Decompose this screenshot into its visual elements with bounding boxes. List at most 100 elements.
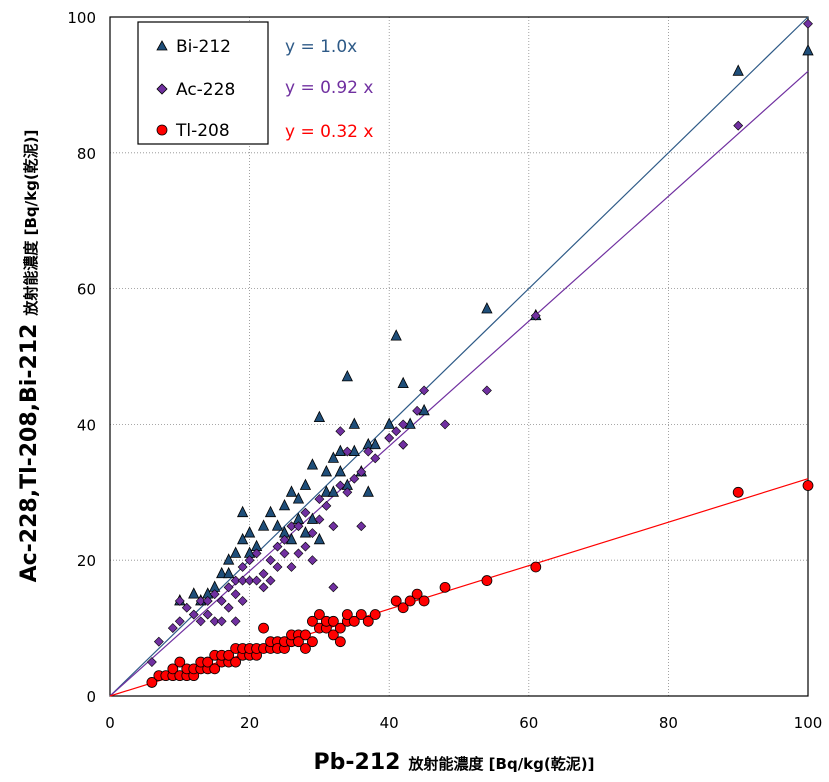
- point-bi212: [188, 587, 200, 599]
- point-tl208: [802, 480, 814, 491]
- point-ac228: [195, 616, 206, 627]
- point-bi212: [299, 526, 312, 538]
- legend-label-tl208: Tl-208: [175, 121, 230, 141]
- y-tick-label-60: 60: [77, 281, 96, 299]
- point-bi212: [313, 532, 326, 545]
- x-axis-title: Pb-212 放射能濃度 [Bq/kg(乾泥)]: [314, 750, 595, 775]
- point-tl208: [293, 636, 304, 648]
- point-tl208: [530, 561, 542, 573]
- y-tick-label-100: 100: [67, 9, 96, 27]
- point-ac228: [530, 310, 541, 321]
- x-tick-label-20: 20: [240, 714, 259, 732]
- equation-tl208: y = 0.32 x: [285, 122, 373, 142]
- legend-box: [137, 21, 269, 145]
- series-tl208: [146, 480, 814, 688]
- point-tl208: [404, 595, 416, 607]
- point-ac228: [398, 439, 409, 450]
- point-bi212: [369, 437, 381, 450]
- point-ac228: [258, 582, 269, 593]
- point-ac228: [349, 473, 360, 484]
- point-ac228: [335, 480, 346, 491]
- point-bi212: [264, 505, 277, 518]
- point-ac228: [209, 589, 220, 600]
- equation-bi212: y = 1.0x: [285, 37, 357, 57]
- point-ac228: [419, 385, 430, 396]
- point-ac228: [314, 514, 325, 525]
- point-tl208: [362, 615, 374, 627]
- point-ac228: [237, 562, 248, 572]
- point-ac228: [188, 609, 199, 620]
- point-tl208: [307, 615, 318, 627]
- point-ac228: [272, 562, 283, 572]
- point-ac228: [342, 446, 353, 457]
- point-tl208: [300, 643, 311, 654]
- point-ac228: [363, 446, 374, 457]
- point-tl208: [439, 581, 451, 593]
- point-bi212: [362, 485, 374, 497]
- x-tick-label-80: 80: [659, 714, 678, 732]
- point-bi212: [285, 532, 298, 545]
- point-bi212: [313, 410, 326, 423]
- point-tl208: [397, 602, 409, 614]
- point-tl208: [411, 588, 423, 600]
- y-axis-title: Ac-228,Tl-208,Bi-212 放射能濃度 [Bq/kg(乾泥)]: [17, 130, 42, 583]
- y-tick-label-20: 20: [77, 552, 96, 570]
- point-ac228: [174, 596, 185, 606]
- point-ac228: [300, 507, 311, 518]
- point-ac228: [307, 555, 318, 566]
- point-ac228: [342, 487, 353, 498]
- point-tl208: [334, 636, 346, 648]
- point-bi212: [320, 485, 333, 497]
- point-ac228: [307, 528, 318, 538]
- point-bi212: [271, 519, 284, 531]
- legend-label-bi212: Bi-212: [176, 37, 231, 57]
- x-tick-label-40: 40: [380, 714, 399, 732]
- x-axis-title-main: Pb-212: [314, 750, 401, 775]
- y-tick-label-80: 80: [77, 145, 96, 163]
- point-ac228: [216, 616, 227, 627]
- point-ac228: [230, 616, 241, 627]
- point-tl208: [230, 656, 242, 668]
- data-points: [146, 18, 814, 688]
- point-bi212: [334, 444, 346, 456]
- legend-marker-ac228: [156, 83, 168, 95]
- point-ac228: [195, 596, 206, 606]
- point-ac228: [335, 426, 346, 437]
- y-axis-title-main: Ac-228,Tl-208,Bi-212: [17, 324, 42, 583]
- point-ac228: [265, 575, 276, 586]
- point-ac228: [174, 616, 185, 627]
- point-tl208: [732, 486, 744, 498]
- plot-frame: [109, 16, 809, 697]
- point-ac228: [237, 575, 248, 586]
- x-tick-label-60: 60: [519, 714, 538, 732]
- point-tl208: [313, 609, 325, 620]
- point-ac228: [733, 120, 744, 131]
- series-ac228: [146, 18, 813, 667]
- legend-label-ac228: Ac-228: [176, 80, 235, 100]
- y-axis-title-unit: 放射能濃度 [Bq/kg(乾泥)]: [22, 130, 40, 317]
- point-ac228: [481, 385, 492, 396]
- point-bi212: [216, 566, 228, 579]
- point-bi212: [306, 458, 319, 470]
- point-ac228: [258, 568, 269, 579]
- point-tl208: [327, 615, 339, 627]
- point-ac228: [328, 582, 339, 593]
- point-ac228: [230, 575, 241, 586]
- point-ac228: [244, 555, 255, 566]
- point-ac228: [370, 453, 381, 464]
- trendline-ac228: [109, 70, 809, 697]
- point-bi212: [285, 485, 298, 497]
- point-bi212: [404, 417, 416, 429]
- legend-marker-bi212: [156, 40, 168, 51]
- point-ac228: [300, 541, 311, 552]
- equation-ac228: y = 0.92 x: [285, 78, 373, 98]
- point-tl208: [300, 629, 311, 641]
- point-ac228: [209, 616, 220, 627]
- point-ac228: [146, 657, 157, 667]
- point-ac228: [167, 623, 178, 634]
- point-ac228: [244, 575, 255, 586]
- point-bi212: [229, 546, 242, 558]
- point-ac228: [293, 521, 304, 532]
- point-bi212: [327, 485, 340, 497]
- point-ac228: [251, 548, 262, 559]
